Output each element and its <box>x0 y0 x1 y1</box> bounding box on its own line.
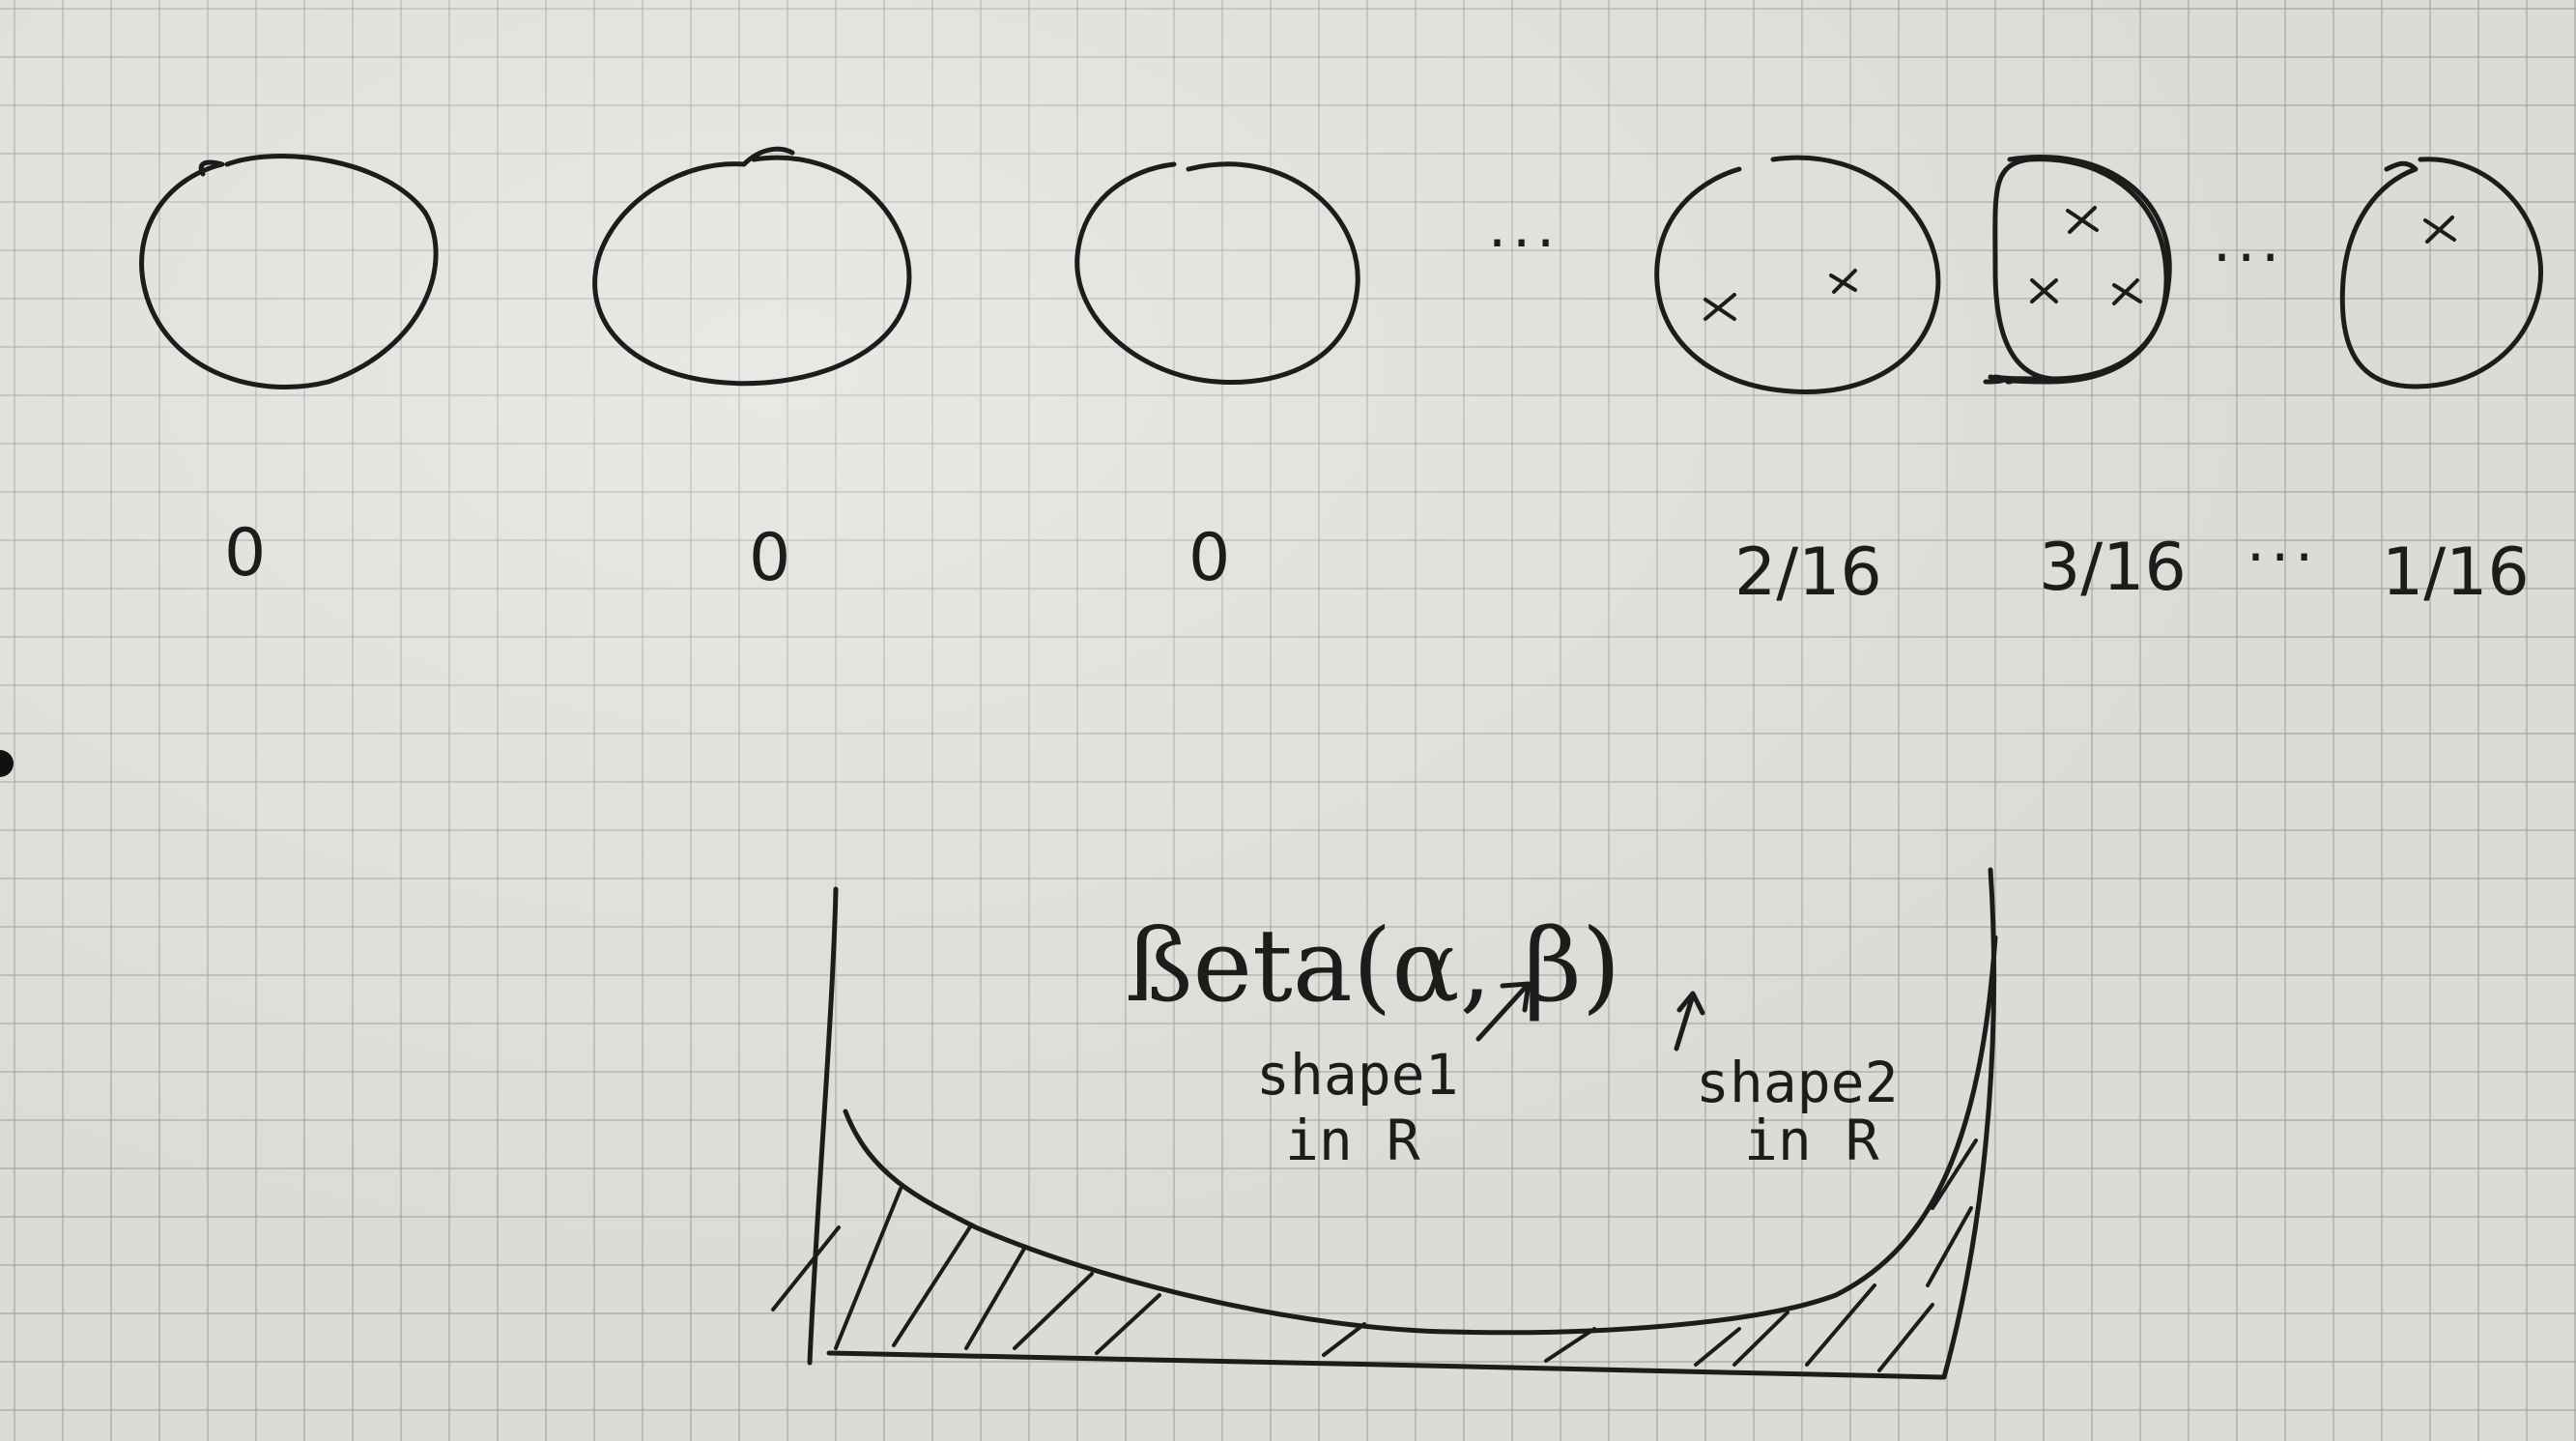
sample-circle-5 <box>1983 155 2172 385</box>
sample-circle-2 <box>592 146 912 387</box>
sample-circle-3 <box>1074 161 1360 386</box>
probability-label-3: 0 <box>1188 520 1230 596</box>
annotation-shape2-line2: in R <box>1744 1108 1879 1173</box>
dots-separator-2: ... <box>2213 208 2285 275</box>
arrow-to-beta <box>1674 991 1705 1052</box>
cross-mark <box>1703 293 1736 321</box>
annotation-shape2-line1: shape2 <box>1696 1050 1899 1115</box>
cross-mark <box>2423 216 2456 244</box>
probability-label-5: 3/16 <box>2039 530 2187 606</box>
plot-x-axis <box>826 1350 1945 1380</box>
annotation-shape1-line2: in R <box>1285 1108 1420 1173</box>
plot-y-axis-left <box>807 886 839 1366</box>
left-edge-hole-mark <box>0 750 14 777</box>
sample-circle-4 <box>1654 155 1941 394</box>
sample-circle-1 <box>139 154 439 390</box>
probability-label-2: 0 <box>749 520 790 596</box>
plot-y-axis-right <box>1941 867 1996 1380</box>
dots-separator-1: ... <box>1488 193 1560 261</box>
arrow-to-alpha <box>1475 981 1531 1042</box>
cross-mark <box>2030 278 2058 303</box>
probability-label-1: 0 <box>224 515 266 591</box>
dots-separator-3: ... <box>2247 507 2319 575</box>
beta-formula: ßeta(α, β) <box>1126 907 1620 1024</box>
annotation-shape1-line1: shape1 <box>1256 1042 1459 1108</box>
probability-label-6: 1/16 <box>2382 534 2530 611</box>
cross-mark <box>2066 206 2099 234</box>
tail-hatching <box>771 1138 1978 1372</box>
cross-mark <box>2112 278 2142 305</box>
sample-circle-6 <box>2339 157 2543 389</box>
cross-mark <box>1829 269 1857 294</box>
probability-label-4: 2/16 <box>1734 534 1882 611</box>
